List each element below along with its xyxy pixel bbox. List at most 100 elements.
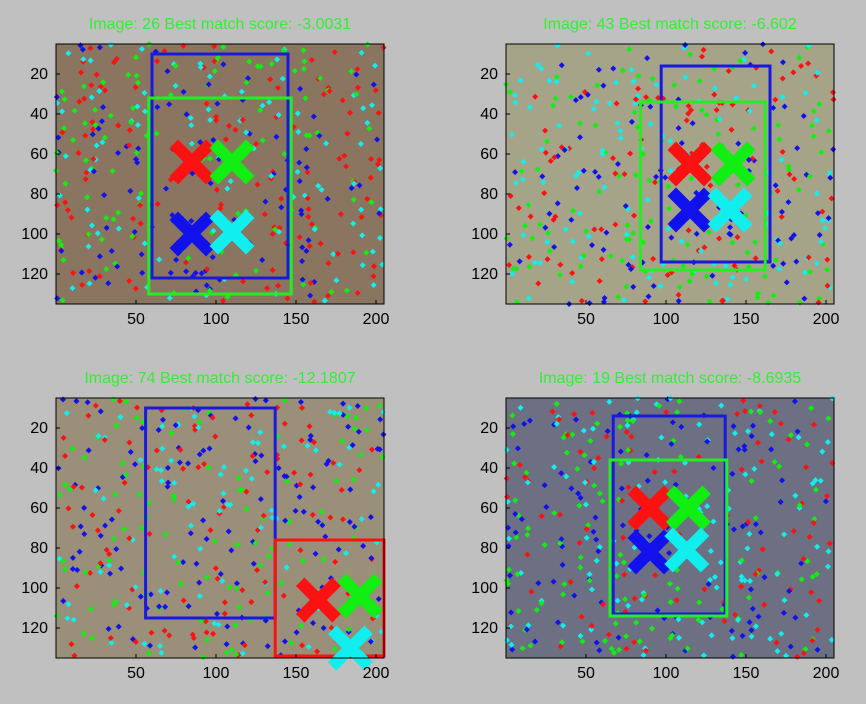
feature-point	[525, 295, 532, 302]
feature-point	[367, 638, 374, 645]
feature-point	[745, 156, 752, 163]
feature-point	[586, 571, 593, 578]
feature-point	[619, 522, 626, 529]
feature-point	[307, 471, 314, 478]
feature-point	[126, 142, 133, 149]
feature-point	[315, 182, 322, 189]
feature-point	[675, 297, 682, 304]
feature-point	[83, 157, 90, 164]
feature-point	[368, 199, 375, 206]
feature-point	[607, 253, 614, 260]
feature-point	[197, 139, 204, 146]
feature-point	[514, 571, 521, 578]
feature-point	[515, 205, 522, 212]
feature-point	[60, 257, 67, 264]
feature-point	[526, 417, 533, 424]
feature-point	[339, 516, 346, 523]
feature-point	[791, 176, 798, 183]
feature-point	[196, 593, 203, 600]
feature-point	[141, 240, 148, 247]
feature-point	[319, 584, 326, 591]
feature-point	[354, 403, 361, 410]
feature-point	[664, 271, 671, 278]
feature-point	[281, 638, 288, 645]
feature-point	[105, 625, 112, 632]
feature-point	[193, 560, 200, 567]
feature-point	[134, 79, 141, 86]
feature-point	[791, 398, 798, 405]
feature-point	[532, 93, 539, 100]
feature-point	[625, 261, 632, 268]
feature-point	[682, 74, 689, 81]
feature-point	[248, 598, 255, 605]
feature-point	[132, 584, 139, 591]
feature-point	[613, 100, 620, 107]
plot-area: 50 100 150 200 20 40 60 80 100 120	[21, 396, 389, 682]
feature-point	[631, 109, 638, 116]
feature-point	[623, 645, 630, 652]
feature-point	[612, 170, 619, 177]
feature-point	[534, 61, 541, 68]
feature-point	[788, 235, 795, 242]
feature-point	[352, 414, 359, 421]
feature-point	[132, 461, 139, 468]
feature-point	[810, 133, 817, 140]
feature-point	[220, 61, 227, 68]
feature-point	[581, 452, 588, 459]
feature-point	[115, 225, 122, 232]
feature-point	[213, 186, 220, 193]
feature-point	[373, 539, 380, 546]
feature-point	[685, 227, 692, 234]
feature-point	[726, 230, 733, 237]
feature-point	[376, 235, 383, 242]
feature-point	[567, 93, 574, 100]
feature-point	[62, 180, 69, 187]
y-tick-label: 60	[480, 146, 498, 163]
feature-point	[588, 626, 595, 633]
feature-point	[163, 185, 170, 192]
feature-point	[590, 459, 597, 466]
feature-point	[87, 570, 94, 577]
feature-point	[298, 622, 305, 629]
feature-point	[312, 447, 319, 454]
feature-point	[330, 251, 337, 258]
feature-point	[65, 601, 72, 608]
feature-point	[666, 205, 673, 212]
feature-point	[685, 102, 692, 109]
feature-point	[716, 115, 723, 122]
feature-point	[524, 479, 531, 486]
feature-point	[577, 494, 584, 501]
feature-point	[298, 207, 305, 214]
feature-point	[213, 117, 220, 124]
feature-point	[593, 639, 600, 646]
feature-point	[577, 120, 584, 127]
feature-point	[123, 143, 130, 150]
feature-point	[632, 172, 639, 179]
feature-point	[55, 134, 62, 141]
feature-point	[695, 616, 702, 623]
feature-point	[580, 252, 587, 259]
feature-point	[534, 166, 541, 173]
feature-point	[731, 262, 738, 269]
feature-point	[92, 106, 99, 113]
feature-point	[266, 99, 273, 106]
feature-point	[59, 297, 66, 304]
feature-point	[696, 421, 703, 428]
feature-point	[197, 60, 204, 67]
feature-point	[603, 229, 610, 236]
feature-point	[353, 91, 360, 98]
feature-point	[720, 297, 727, 304]
feature-point	[137, 220, 144, 227]
feature-point	[682, 647, 689, 654]
feature-point	[107, 570, 114, 577]
feature-point	[509, 270, 516, 277]
feature-point	[268, 172, 275, 179]
feature-point	[340, 400, 347, 407]
feature-point	[573, 416, 580, 423]
feature-point	[257, 496, 264, 503]
feature-point	[281, 473, 288, 480]
feature-point	[84, 206, 91, 213]
feature-point	[647, 218, 654, 225]
feature-point	[739, 632, 746, 639]
feature-point	[153, 466, 160, 473]
